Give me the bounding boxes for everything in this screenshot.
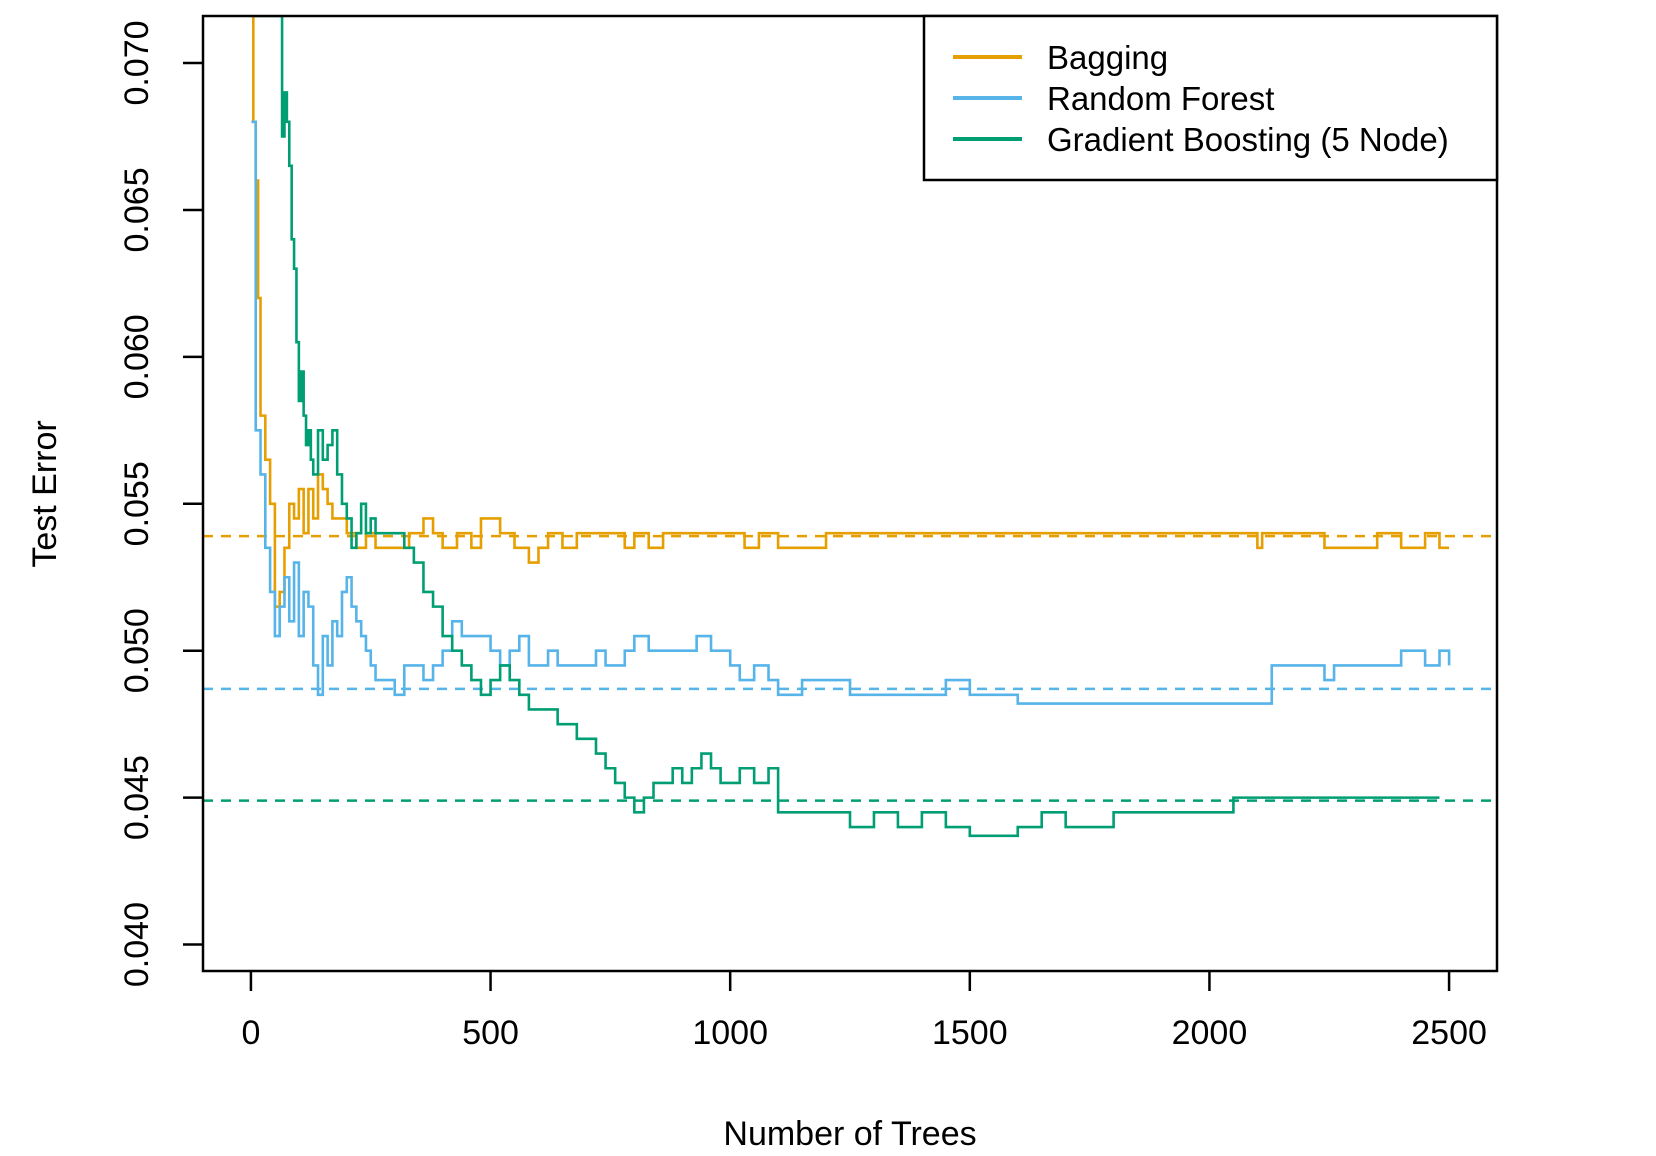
x-tick-label: 2000 (1172, 1014, 1248, 1052)
legend-label: Random Forest (1047, 80, 1274, 117)
series-line (251, 120, 1451, 705)
legend: Bagging Random Forest Gradient Boosting (5… (922, 14, 1499, 182)
y-tick-label: 0.045 (118, 755, 156, 840)
y-axis: 0.040 0.045 0.050 0.055 0.060 0.065 0.070 (118, 20, 203, 987)
x-tick-label: 1500 (932, 1014, 1008, 1052)
y-tick-label: 0.070 (118, 20, 156, 105)
x-axis: 0 500 1000 1500 2000 2500 (241, 971, 1487, 1052)
x-tick-label: 500 (462, 1014, 519, 1052)
plot-frame (201, 14, 1499, 973)
y-tick-label: 0.040 (118, 902, 156, 987)
legend-label: Gradient Boosting (5 Node) (1047, 121, 1449, 158)
x-tick-label: 1000 (692, 1014, 768, 1052)
y-tick-label: 0.060 (118, 314, 156, 399)
y-tick-label: 0.055 (118, 461, 156, 546)
legend-label: Bagging (1047, 39, 1168, 76)
x-tick-label: 2500 (1411, 1014, 1487, 1052)
y-tick-label: 0.065 (118, 167, 156, 252)
x-tick-label: 0 (241, 1014, 260, 1052)
legend-entries: Bagging Random Forest Gradient Boosting (5… (953, 39, 1449, 158)
series-line (251, 16, 1440, 838)
series-lines (251, 16, 1451, 838)
y-axis-title: Test Error (26, 420, 64, 567)
x-axis-title: Number of Trees (723, 1115, 976, 1153)
y-tick-label: 0.050 (118, 608, 156, 693)
series-line (251, 16, 1450, 608)
